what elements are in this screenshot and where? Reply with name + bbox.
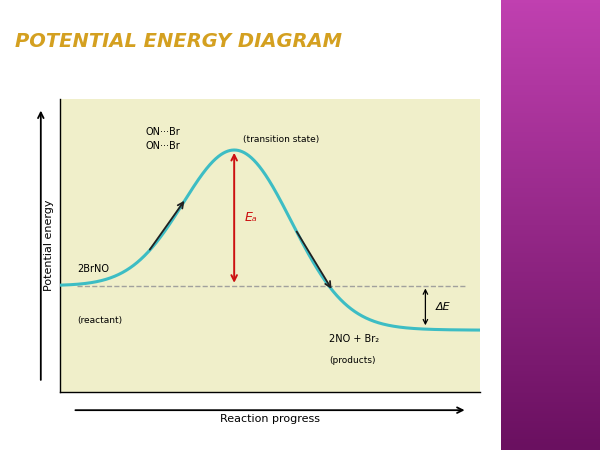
Y-axis label: Potential energy: Potential energy (44, 199, 55, 291)
Text: (transition state): (transition state) (242, 135, 319, 144)
Text: (products): (products) (329, 356, 376, 365)
Text: 2BrNO: 2BrNO (77, 265, 109, 274)
Text: ΔE: ΔE (436, 302, 451, 312)
Text: ON···Br: ON···Br (146, 127, 181, 137)
Text: POTENTIAL ENERGY DIAGRAM: POTENTIAL ENERGY DIAGRAM (15, 32, 342, 51)
Text: Eₐ: Eₐ (245, 212, 257, 225)
Text: Reaction progress: Reaction progress (220, 414, 320, 424)
Text: 2NO + Br₂: 2NO + Br₂ (329, 333, 379, 344)
Text: ON···Br: ON···Br (146, 140, 181, 151)
Text: (reactant): (reactant) (77, 316, 122, 325)
